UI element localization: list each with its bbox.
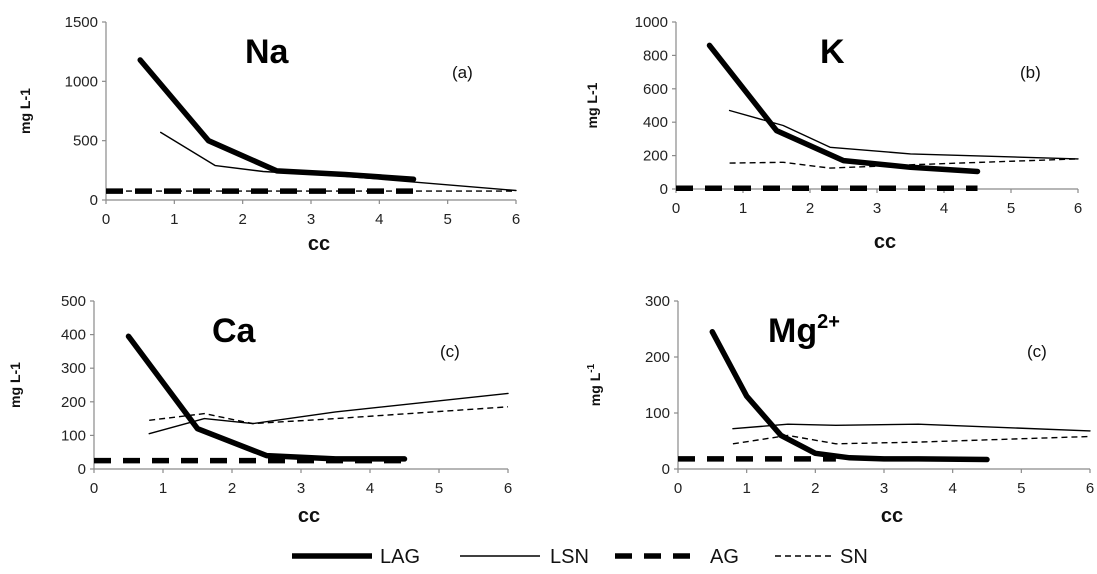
panel-tag: (b) xyxy=(1020,63,1041,82)
y-tick-label: 400 xyxy=(61,327,86,344)
y-tick-label: 100 xyxy=(645,405,670,422)
legend-label: SN xyxy=(840,546,868,568)
y-tick-label: 600 xyxy=(643,81,668,98)
legend-item-sn: SN xyxy=(775,546,868,568)
chart-panel-2: 0 200 400 600 800 1000 0 1 2 3 4 5 6 cc mg L-1 K (b) xyxy=(584,14,1082,253)
y-tick-label: 200 xyxy=(61,394,86,411)
y-tick-label: 200 xyxy=(645,349,670,366)
legend-label: LAG xyxy=(380,546,420,568)
series-line-lag xyxy=(137,57,417,182)
series-line-sn xyxy=(732,434,1091,445)
series-line-sn xyxy=(149,406,509,425)
x-tick-label: 5 xyxy=(1017,480,1025,497)
x-tick-label: 0 xyxy=(102,211,110,228)
panel-title: K xyxy=(820,33,845,71)
legend-item-ag: AG xyxy=(615,546,739,568)
x-tick-label: 3 xyxy=(873,200,881,217)
x-tick-label: 4 xyxy=(940,200,948,217)
x-tick-label: 6 xyxy=(512,211,520,228)
legend: LAG LSN AG SN xyxy=(292,546,868,568)
y-tick-label: 500 xyxy=(61,293,86,310)
legend-label: AG xyxy=(710,546,739,568)
panel-title: Ca xyxy=(212,312,257,350)
y-axis-label: mg L-1 xyxy=(584,82,600,128)
series-line-lsn xyxy=(732,423,1091,432)
series-line-lsn xyxy=(728,109,1079,160)
panel-tag: (c) xyxy=(1027,342,1047,361)
y-tick-label: 800 xyxy=(643,47,668,64)
x-tick-label: 3 xyxy=(297,480,305,497)
legend-label: LSN xyxy=(550,546,589,568)
series-line-lag xyxy=(709,329,990,463)
x-tick-label: 3 xyxy=(307,211,315,228)
y-tick-label: 300 xyxy=(61,360,86,377)
y-tick-label: 1000 xyxy=(635,14,668,31)
x-tick-label: 1 xyxy=(170,211,178,228)
y-tick-label: 0 xyxy=(90,192,98,209)
panel-title: Na xyxy=(245,33,290,71)
panel-title: Mg2+ xyxy=(768,311,840,350)
panel-tag: (a) xyxy=(452,63,473,82)
panel-tag: (c) xyxy=(440,342,460,361)
y-tick-label: 100 xyxy=(61,427,86,444)
x-tick-label: 6 xyxy=(1074,200,1082,217)
legend-item-lsn: LSN xyxy=(460,546,589,568)
y-tick-label: 0 xyxy=(660,181,668,198)
x-tick-label: 2 xyxy=(811,480,819,497)
x-tick-label: 1 xyxy=(739,200,747,217)
series-line-lsn xyxy=(159,131,517,192)
y-tick-label: 400 xyxy=(643,114,668,131)
x-tick-label: 6 xyxy=(1086,480,1094,497)
x-tick-label: 5 xyxy=(1007,200,1015,217)
y-axis-label-superscript: -1 xyxy=(586,363,597,372)
y-tick-label: 1000 xyxy=(65,73,98,90)
x-axis-label: cc xyxy=(874,231,896,253)
y-tick-label: 1500 xyxy=(65,14,98,31)
x-tick-label: 3 xyxy=(880,480,888,497)
x-axis-label: cc xyxy=(881,505,903,527)
y-axis-label: mg L-1 xyxy=(586,363,603,406)
x-tick-label: 2 xyxy=(806,200,814,217)
y-tick-label: 200 xyxy=(643,148,668,165)
series-line-lag xyxy=(125,333,408,462)
y-tick-label: 500 xyxy=(73,133,98,150)
x-axis-label: cc xyxy=(298,505,320,527)
x-tick-label: 1 xyxy=(742,480,750,497)
y-axis-label: mg L-1 xyxy=(17,88,33,134)
series-line-lag xyxy=(706,42,981,175)
x-tick-label: 4 xyxy=(375,211,383,228)
chart-panel-4: 0 100 200 300 0 1 2 3 4 5 6 cc mg L-1 Mg2+ (c) xyxy=(586,293,1094,527)
x-tick-label: 6 xyxy=(504,480,512,497)
y-axis-label: mg L-1 xyxy=(7,362,23,408)
x-tick-label: 5 xyxy=(435,480,443,497)
x-axis-label: cc xyxy=(308,233,330,255)
legend-item-lag: LAG xyxy=(292,546,420,568)
series-line-sn xyxy=(729,158,1079,169)
x-tick-label: 5 xyxy=(443,211,451,228)
x-tick-label: 4 xyxy=(366,480,374,497)
chart-panel-3: 0 100 200 300 400 500 0 1 2 3 4 5 6 cc mg L-1 Ca (c) xyxy=(7,293,512,527)
x-tick-label: 2 xyxy=(238,211,246,228)
x-tick-label: 0 xyxy=(90,480,98,497)
y-tick-label: 0 xyxy=(662,461,670,478)
y-tick-label: 300 xyxy=(645,293,670,310)
y-tick-label: 0 xyxy=(78,461,86,478)
x-tick-label: 2 xyxy=(228,480,236,497)
x-tick-label: 4 xyxy=(948,480,956,497)
x-tick-label: 1 xyxy=(159,480,167,497)
chart-panel-1: 0 500 1000 1500 0 1 2 3 4 5 6 cc mg L-1 Na (a) xyxy=(17,14,520,255)
panel-title-superscript: 2+ xyxy=(817,311,840,333)
x-tick-label: 0 xyxy=(674,480,682,497)
x-tick-label: 0 xyxy=(672,200,680,217)
